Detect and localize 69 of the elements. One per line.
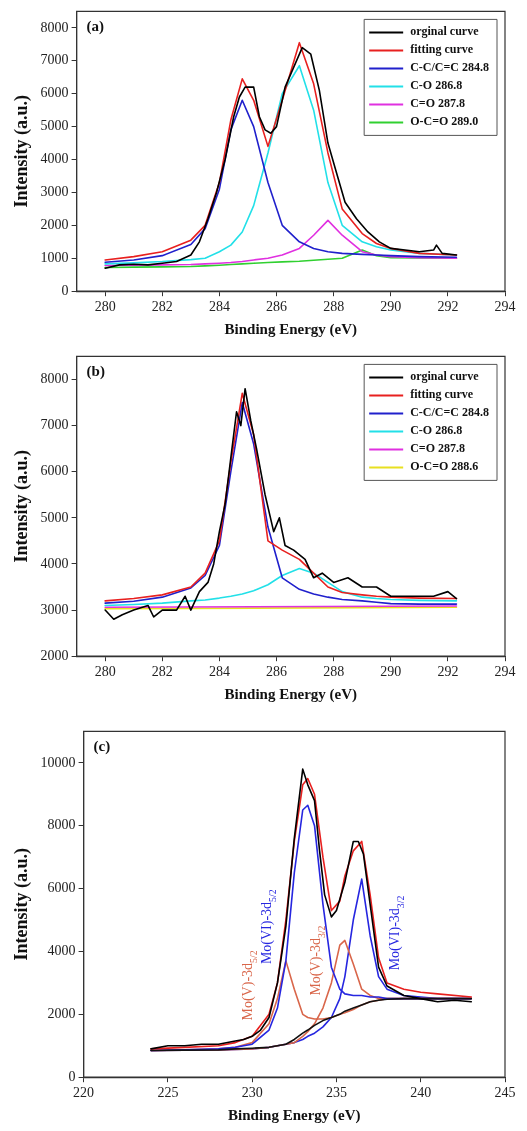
x-axis-title: Binding Energy (eV)	[228, 1106, 361, 1124]
x-tick-label: 282	[151, 299, 173, 315]
y-tick-label: 8000	[47, 817, 76, 833]
x-tick-label: 240	[410, 1085, 432, 1101]
x-tick-label: 290	[380, 664, 402, 680]
x-tick-label: 235	[325, 1085, 347, 1101]
legend-label: C-O 286.8	[410, 78, 463, 93]
legend-label: orginal curve	[410, 369, 480, 384]
annotation: (c)	[93, 737, 111, 755]
x-tick-label: 280	[94, 299, 116, 315]
legend-label: fitting curve	[410, 387, 474, 402]
y-tick-label: 7000	[40, 52, 69, 68]
y-tick-label: 8000	[40, 19, 69, 35]
y-tick-label: 1000	[40, 249, 69, 265]
text: Mo(V)-3d3/2	[307, 925, 327, 996]
x-tick-label: 290	[380, 299, 402, 315]
legend-label: C-O 286.8	[410, 423, 463, 438]
legend-label: C-C/C=C 284.8	[410, 405, 490, 420]
y-tick-label: 4000	[47, 943, 76, 959]
y-tick-label: 2000	[40, 217, 69, 233]
x-axis-title: Binding Energy (eV)	[224, 685, 358, 703]
x-tick-label: 294	[494, 664, 516, 680]
y-tick-label: 10000	[40, 754, 76, 770]
annotation: (a)	[86, 17, 105, 35]
x-tick-label: 220	[73, 1085, 95, 1101]
y-axis-title: Intensity (a.u.)	[11, 450, 33, 563]
x-tick-label: 292	[437, 664, 459, 680]
text: Mo(V)-3d5/2	[240, 950, 260, 1021]
y-tick-label: 7000	[40, 417, 69, 433]
annotation: (b)	[86, 362, 105, 380]
y-tick-label: 6000	[40, 463, 69, 479]
text: Mo(VI)-3d3/2	[386, 895, 406, 971]
legend-label: C-C/C=C 284.8	[410, 60, 490, 75]
y-tick-label: 0	[61, 282, 69, 298]
x-axis-title: Binding Energy (eV)	[224, 320, 358, 338]
x-tick-label: 288	[323, 664, 345, 680]
y-tick-label: 4000	[40, 555, 69, 571]
x-tick-label: 292	[437, 299, 459, 315]
y-tick-label: 6000	[40, 85, 69, 101]
y-tick-label: 5000	[40, 118, 69, 134]
y-tick-label: 2000	[47, 1006, 76, 1021]
legend-label: O-C=O 289.0	[410, 114, 479, 129]
y-tick-label: 5000	[40, 509, 69, 525]
x-tick-label: 288	[323, 299, 345, 315]
x-tick-label: 282	[151, 664, 173, 680]
x-tick-label: 286	[266, 664, 288, 680]
legend-label: orginal curve	[410, 24, 480, 39]
legend-label: C=O 287.8	[410, 96, 466, 111]
y-tick-label: 0	[68, 1068, 76, 1084]
y-tick-label: 3000	[40, 184, 69, 200]
x-tick-label: 230	[241, 1085, 263, 1101]
x-tick-label: 225	[157, 1085, 179, 1101]
y-tick-label: 3000	[40, 601, 69, 617]
legend-label: O-C=O 288.6	[410, 459, 479, 474]
x-tick-label: 284	[208, 664, 230, 680]
y-tick-label: 4000	[40, 151, 69, 167]
legend-label: C=O 287.8	[410, 441, 466, 456]
y-tick-label: 6000	[47, 880, 76, 896]
y-axis-title: Intensity (a.u.)	[11, 848, 33, 961]
x-tick-label: 284	[208, 299, 230, 315]
x-tick-label: 280	[94, 664, 116, 680]
legend-label: fitting curve	[410, 42, 474, 57]
x-tick-label: 294	[494, 299, 516, 315]
text: Mo(VI)-3d5/2	[258, 889, 278, 965]
y-axis-title: Intensity (a.u.)	[11, 95, 33, 208]
x-tick-label: 286	[266, 299, 288, 315]
y-tick-label: 8000	[40, 371, 69, 387]
x-tick-label: 245	[494, 1085, 516, 1101]
y-tick-label: 2000	[40, 647, 69, 663]
